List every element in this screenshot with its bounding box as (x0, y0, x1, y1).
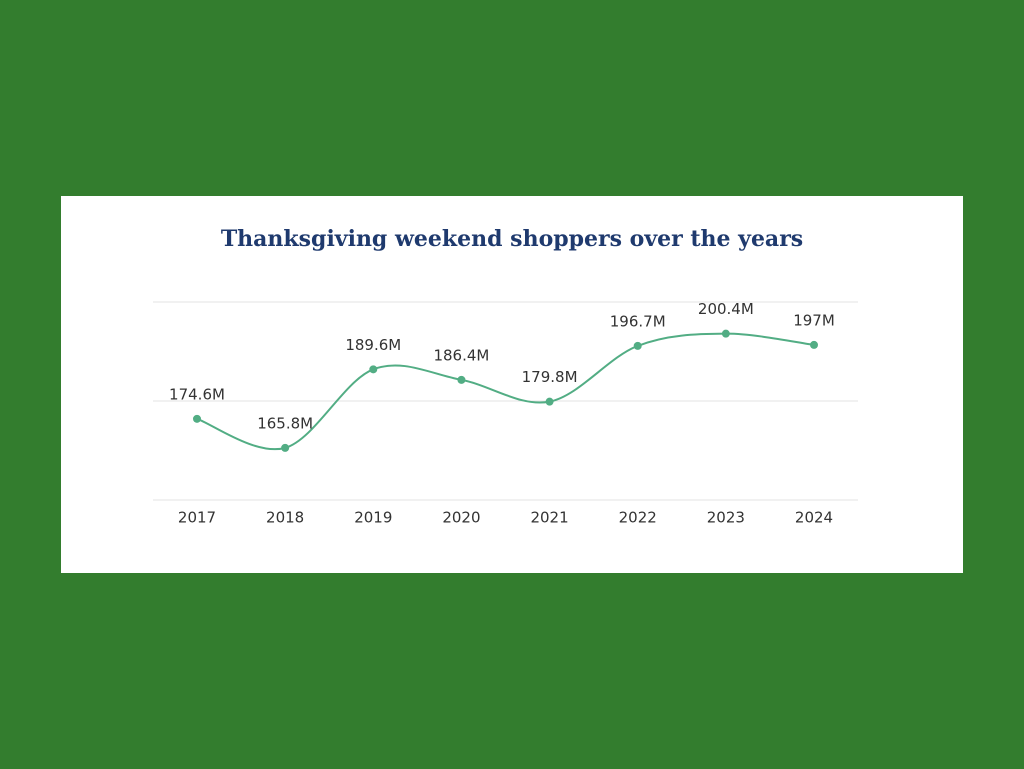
data-label: 196.7M (610, 312, 666, 330)
x-tick-label: 2018 (266, 509, 304, 527)
point (545, 397, 554, 406)
line (196, 332, 815, 451)
data-label: 197M (793, 311, 835, 329)
card (61, 196, 963, 573)
x-tick-label: 2019 (354, 509, 392, 527)
point (633, 341, 642, 350)
point (369, 365, 378, 374)
x-tick-label: 2017 (178, 509, 216, 527)
x-tick-label: 2024 (795, 509, 833, 527)
point (193, 414, 201, 423)
point (810, 340, 818, 349)
point (281, 443, 290, 452)
data-label: 165.8M (257, 414, 313, 432)
x-tick-label: 2020 (442, 509, 480, 527)
data-label: 174.6M (169, 385, 225, 403)
x-tick-label: 2023 (707, 509, 745, 527)
data-label: 179.8M (522, 368, 578, 386)
chart-title: Thanksgiving weekend shoppers over the y… (221, 226, 803, 252)
data-label: 186.4M (433, 346, 489, 364)
point (457, 375, 466, 384)
x-tick-label: 2021 (530, 509, 568, 527)
point (721, 329, 730, 338)
x-tick-label: 2022 (619, 509, 657, 527)
data-label: 200.4M (698, 300, 754, 318)
data-label: 189.6M (345, 336, 401, 354)
